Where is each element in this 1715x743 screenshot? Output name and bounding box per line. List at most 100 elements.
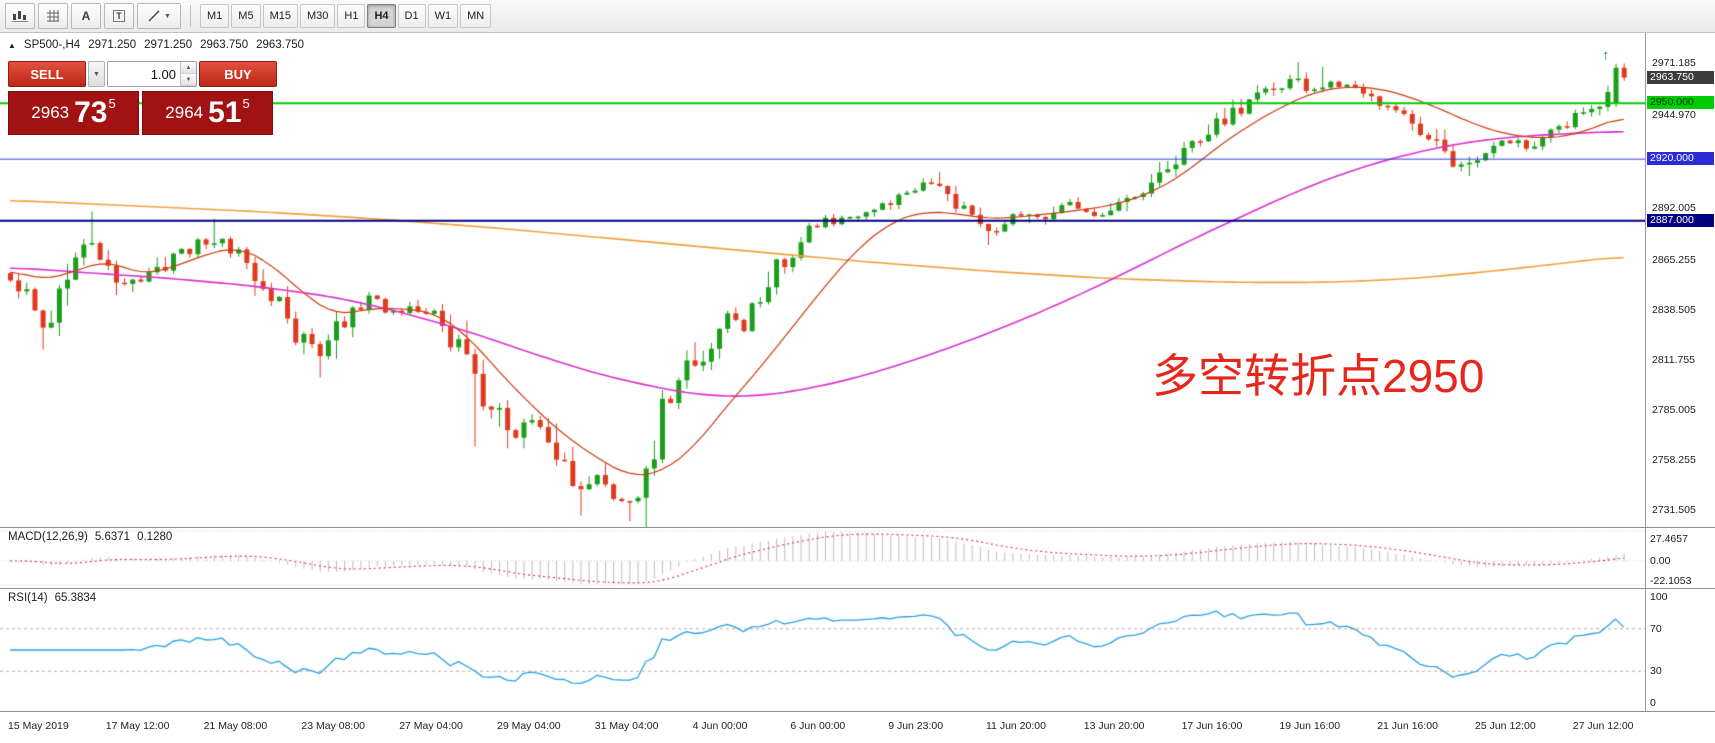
macd-axis-label: -22.1053 (1650, 575, 1692, 587)
lot-input[interactable] (108, 62, 180, 86)
main-chart-region: ▲ SP500-,H4 2971.250 2971.250 2963.750 2… (0, 33, 1715, 527)
price-axis-label: 2865.255 (1652, 254, 1696, 267)
grid-icon (47, 10, 59, 22)
rsi-axis-label: 70 (1650, 622, 1662, 635)
lot-dropdown-button[interactable]: ▼ (88, 61, 105, 87)
time-axis-label: 23 May 08:00 (301, 720, 366, 732)
macd-axis-label: 27.4657 (1650, 533, 1688, 545)
ohlc-low: 2963.750 (200, 39, 249, 51)
indicators-icon (12, 11, 28, 22)
timeframe-button-d1[interactable]: D1 (397, 4, 426, 28)
ask-price-display[interactable]: 2964 51 5 (142, 91, 273, 135)
timeframe-button-h4[interactable]: H4 (367, 4, 396, 28)
time-axis[interactable]: 15 May 2019 17 May 12:00 21 May 08:00 23 Ma… (0, 711, 1715, 743)
ohlc-open: 2971.250 (88, 39, 137, 51)
rsi-value: 65.3834 (54, 592, 97, 604)
time-axis-label: 21 Jun 16:00 (1377, 720, 1438, 732)
time-axis-label: 13 Jun 20:00 (1083, 720, 1145, 732)
label-tool-button[interactable]: T (104, 3, 134, 29)
grid-button[interactable] (38, 3, 68, 29)
up-arrow-marker-icon: ↑ (1602, 47, 1610, 64)
rsi-axis-label: 100 (1650, 591, 1668, 603)
buy-button[interactable]: BUY (199, 61, 277, 87)
time-axis-label: 27 Jun 12:00 (1572, 720, 1634, 732)
chart-annotation: 多空转折点2950 (1152, 350, 1485, 402)
ask-pips: 51 (208, 96, 242, 129)
drawing-tools-group: A T ▼ (5, 3, 181, 29)
bid-whole: 2963 (31, 103, 70, 122)
one-click-trading-panel: SELL ▼ ▲ ▼ BUY 2963 73 5 (8, 61, 277, 135)
timeframe-button-h1[interactable]: H1 (337, 4, 366, 28)
price-axis-label: 2785.005 (1652, 404, 1696, 417)
bid-price-display[interactable]: 2963 73 5 (8, 91, 139, 135)
chevron-down-icon: ▼ (164, 12, 171, 20)
toolbar-separator (190, 5, 191, 27)
price-axis-label: 2758.255 (1652, 454, 1696, 466)
lot-decrease-button[interactable]: ▼ (181, 74, 196, 86)
price-axis-label: 2971.185 (1652, 56, 1696, 69)
rsi-axis[interactable]: 100 70 30 0 (1645, 589, 1715, 711)
time-axis-label: 17 Jun 16:00 (1181, 720, 1243, 732)
text-tool-icon: A (81, 9, 91, 23)
lot-increase-button[interactable]: ▲ (181, 62, 196, 74)
macd-panel: MACD(12,26,9) 5.6371 0.1280 27.4657 0.00 -… (0, 527, 1715, 588)
ask-pipette: 5 (242, 96, 250, 111)
lot-spinner: ▲ ▼ (180, 62, 196, 86)
time-axis-label: 17 May 12:00 (105, 720, 170, 732)
price-axis-label: 2838.505 (1652, 304, 1696, 317)
main-chart-canvas[interactable] (0, 33, 1645, 527)
rsi-axis-label: 30 (1650, 665, 1662, 678)
macd-canvas[interactable] (0, 528, 1645, 588)
timeframe-button-mn[interactable]: MN (460, 4, 492, 28)
ohlc-high: 2971.250 (144, 39, 193, 51)
bid-pips: 73 (74, 96, 108, 129)
timeframe-button-m5[interactable]: M5 (231, 4, 261, 28)
price-axis-label: 2887.000 (1647, 213, 1714, 227)
time-axis-label: 31 May 04:00 (594, 720, 659, 732)
macd-axis[interactable]: 27.4657 0.00 -22.1053 (1645, 528, 1715, 588)
text-tool-button[interactable]: A (71, 3, 101, 29)
trendline-icon (148, 10, 160, 22)
time-axis-label: 4 Jun 00:00 (692, 720, 748, 732)
price-axis-label: 2811.755 (1652, 354, 1696, 367)
ohlc-close: 2963.750 (256, 39, 305, 51)
time-axis-label: 25 Jun 12:00 (1475, 720, 1536, 732)
lot-size-box: ▲ ▼ (107, 61, 197, 87)
macd-signal-value: 0.1280 (137, 531, 173, 543)
rsi-label-row: RSI(14) 65.3834 (8, 592, 96, 604)
collapse-triangle-icon[interactable]: ▲ (8, 40, 16, 50)
chevron-down-icon: ▼ (93, 70, 100, 78)
time-axis-label: 11 Jun 20:00 (986, 720, 1046, 732)
timeframe-button-w1[interactable]: W1 (427, 4, 459, 28)
time-axis-label: 29 May 04:00 (497, 720, 561, 732)
line-tool-button[interactable]: ▼ (137, 3, 181, 29)
macd-main-value: 5.6371 (94, 531, 131, 543)
macd-name: MACD(12,26,9) (8, 531, 88, 543)
time-axis-label: 27 May 04:00 (399, 720, 463, 732)
timeframe-group: M1 M5 M15 M30 H1 H4 D1 W1 MN (200, 4, 493, 28)
symbol-timeframe: SP500-,H4 (23, 39, 81, 51)
price-axis-label: 2963.750 (1647, 70, 1714, 84)
time-axis-label: 15 May 2019 (8, 720, 69, 732)
ohlc-readout: ▲ SP500-,H4 2971.250 2971.250 2963.750 2… (8, 39, 304, 51)
timeframe-button-m1[interactable]: M1 (200, 4, 230, 28)
rsi-axis-label: 0 (1650, 697, 1656, 709)
rsi-canvas[interactable] (0, 589, 1645, 711)
timeframe-button-m15[interactable]: M15 (262, 4, 298, 28)
time-axis-label: 19 Jun 16:00 (1279, 720, 1341, 732)
rsi-name: RSI(14) (8, 592, 48, 604)
label-tool-icon: T (113, 10, 125, 22)
ask-whole: 2964 (165, 103, 204, 122)
rsi-panel: RSI(14) 65.3834 100 70 30 0 (0, 588, 1715, 711)
price-axis-label: 2944.970 (1652, 108, 1696, 121)
indicators-button[interactable] (5, 3, 35, 29)
price-axis-label: 2892.005 (1652, 202, 1696, 215)
price-axis[interactable]: 2971.185 2963.750 2950.000 2944.970 2920.000… (1645, 33, 1715, 527)
price-axis-label: 2731.505 (1652, 503, 1696, 516)
time-axis-label: 9 Jun 23:00 (888, 720, 944, 732)
sell-button[interactable]: SELL (8, 61, 86, 87)
timeframe-button-m30[interactable]: M30 (299, 4, 336, 28)
time-axis-label: 6 Jun 00:00 (790, 720, 846, 732)
time-axis-label: 21 May 08:00 (203, 720, 268, 732)
